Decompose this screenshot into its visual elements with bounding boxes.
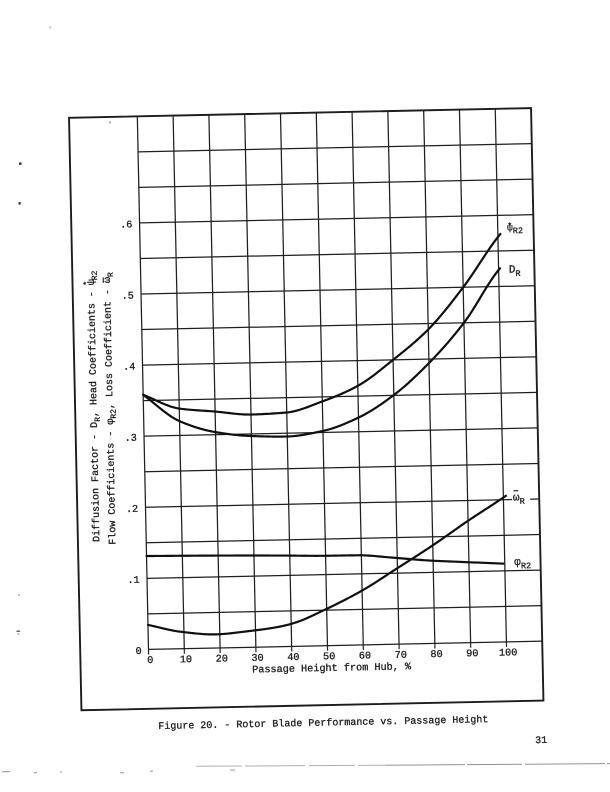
svg-text:Passage Height from Hub, %: Passage Height from Hub, % bbox=[252, 661, 412, 676]
svg-text:.3: .3 bbox=[124, 434, 136, 445]
svg-text:30: 30 bbox=[251, 654, 263, 665]
svg-text:10: 10 bbox=[180, 655, 192, 666]
svg-text:70: 70 bbox=[395, 651, 407, 662]
svg-text:60: 60 bbox=[359, 651, 371, 662]
svg-text:ψR2: ψR2 bbox=[507, 222, 523, 236]
svg-text:0: 0 bbox=[136, 647, 142, 658]
svg-text:.6: .6 bbox=[120, 220, 132, 231]
svg-text:ωR: ωR bbox=[513, 492, 525, 507]
svg-text:100: 100 bbox=[499, 648, 518, 659]
svg-text:90: 90 bbox=[466, 649, 478, 660]
svg-text:80: 80 bbox=[430, 650, 442, 661]
svg-text:31: 31 bbox=[535, 736, 547, 747]
svg-text:.4: .4 bbox=[123, 363, 135, 374]
svg-text:50: 50 bbox=[323, 652, 335, 663]
svg-text:.2: .2 bbox=[126, 505, 138, 516]
svg-text:φR2: φR2 bbox=[514, 557, 531, 572]
svg-text:20: 20 bbox=[216, 654, 228, 665]
svg-text:.5: .5 bbox=[121, 291, 133, 302]
svg-text:0: 0 bbox=[147, 656, 153, 667]
svg-text:.1: .1 bbox=[127, 576, 139, 587]
svg-text:DR: DR bbox=[509, 264, 521, 279]
svg-text:40: 40 bbox=[287, 653, 299, 664]
svg-text:*: * bbox=[507, 222, 512, 232]
